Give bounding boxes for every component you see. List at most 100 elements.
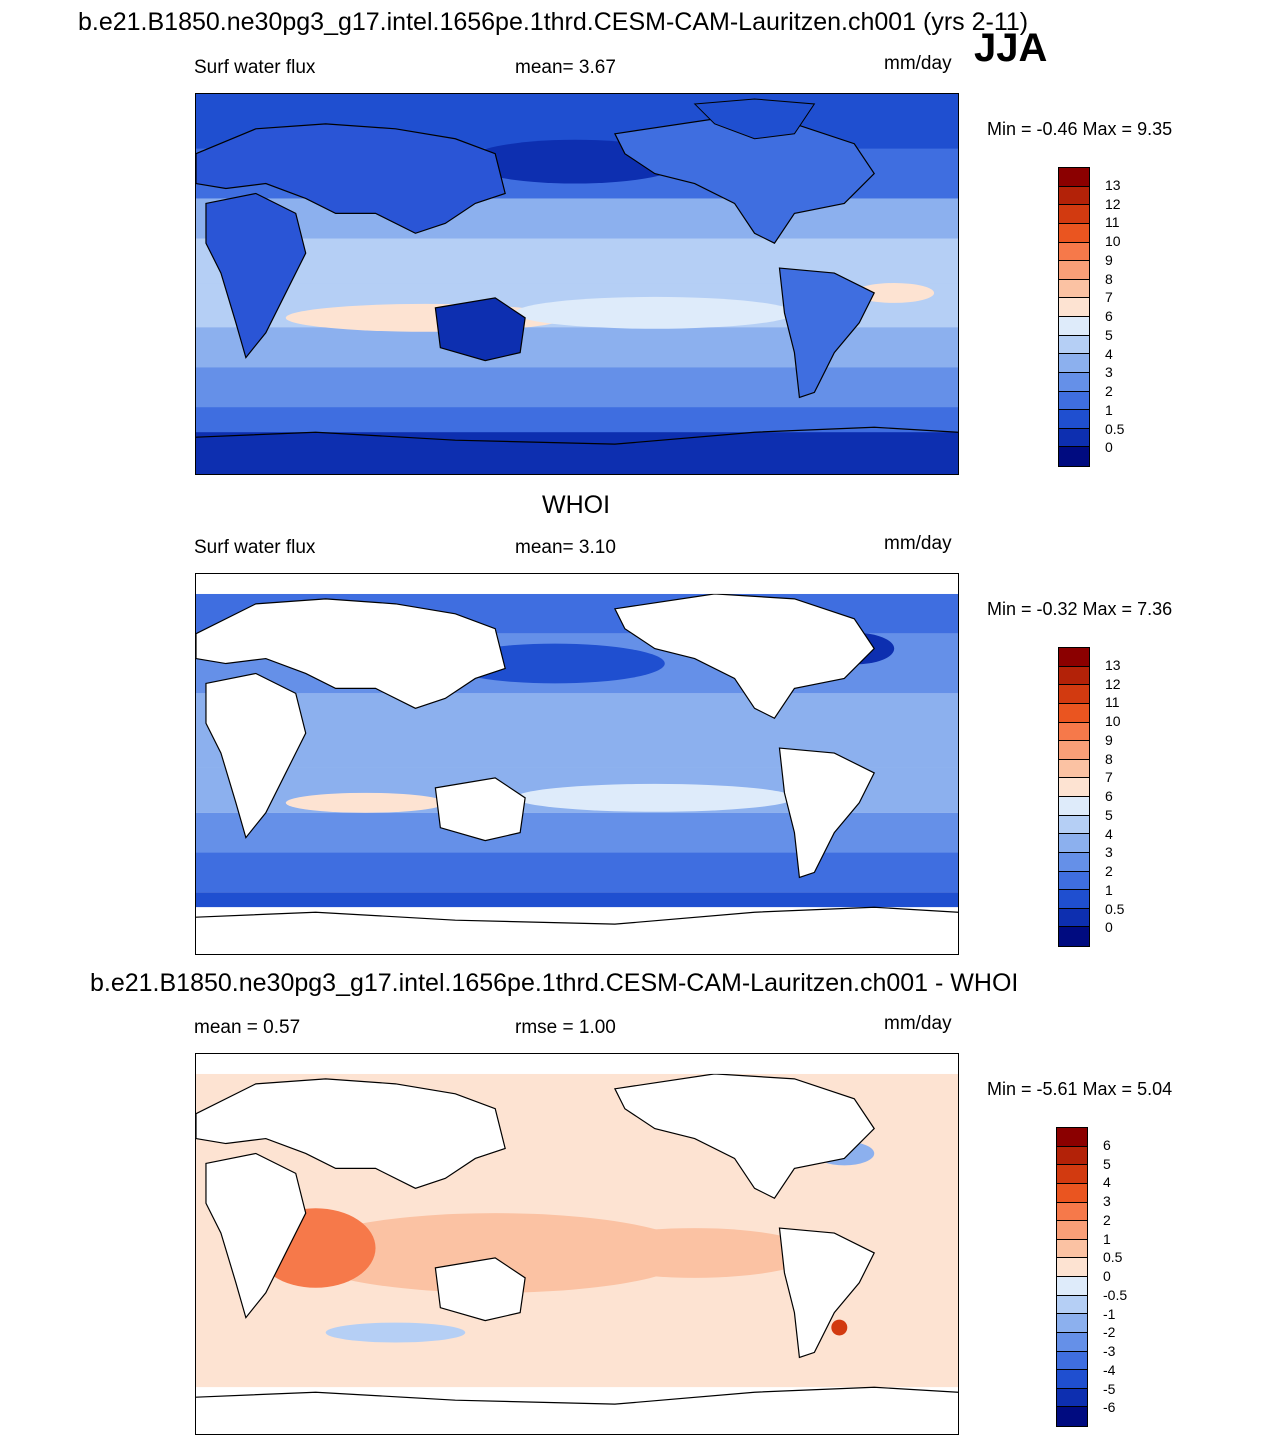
colorbar-box [1059, 279, 1089, 299]
panel2-map [195, 573, 959, 955]
colorbar-box [1059, 759, 1089, 779]
colorbar-tick-label: 0.5 [1105, 900, 1125, 917]
colorbar-box [1059, 261, 1089, 280]
colorbar-tick-label: 5 [1103, 1155, 1111, 1172]
colorbar-tick-label: -4 [1103, 1361, 1116, 1378]
panel3-map-svg [196, 1054, 958, 1434]
colorbar-tick-label: 0.5 [1103, 1249, 1123, 1266]
panel1-variable-label: Surf water flux [194, 57, 316, 78]
colorbar-box [1059, 908, 1089, 928]
panel2-mean-label: mean= 3.10 [515, 537, 616, 558]
colorbar-tick-label: 9 [1105, 251, 1113, 268]
colorbar-tick-label: -1 [1103, 1305, 1116, 1322]
colorbar-box [1057, 1146, 1087, 1166]
panel3-map [195, 1053, 959, 1435]
colorbar-box [1059, 428, 1089, 448]
colorbar-tick-label: 2 [1105, 863, 1113, 879]
colorbar-tick-label: 12 [1105, 675, 1121, 692]
colorbar-box [1057, 1407, 1087, 1426]
colorbar-box [1057, 1128, 1087, 1147]
colorbar-tick-label: 6 [1105, 788, 1113, 804]
colorbar-box [1059, 666, 1089, 686]
panel1-units-label: mm/day [884, 53, 952, 74]
colorbar-tick-label: -6 [1103, 1399, 1116, 1416]
panel1-map-svg [196, 94, 958, 474]
colorbar-tick-label: 1 [1103, 1230, 1111, 1247]
colorbar-tick-label: 1 [1105, 881, 1113, 898]
colorbar-tick-label: 6 [1103, 1136, 1111, 1153]
colorbar-tick-label: 10 [1105, 233, 1121, 249]
colorbar-tick-label: -0.5 [1103, 1286, 1128, 1303]
colorbar-box [1059, 648, 1089, 667]
colorbar-tick-label: 3 [1103, 1193, 1111, 1209]
colorbar-tick-label: 2 [1105, 383, 1113, 399]
colorbar-box [1059, 871, 1089, 891]
colorbar-tick-label: 13 [1105, 176, 1121, 193]
colorbar-box [1059, 223, 1089, 243]
colorbar-box [1059, 685, 1089, 704]
colorbar-tick-label: 7 [1105, 769, 1113, 786]
panel2-title: WHOI [542, 491, 611, 519]
colorbar-box [1057, 1165, 1087, 1184]
colorbar-tick-label: 2 [1103, 1211, 1111, 1228]
colorbar-tick-label: 0 [1105, 439, 1113, 456]
colorbar-tick-label: 11 [1105, 694, 1120, 711]
colorbar-tick-label: 0.5 [1105, 420, 1125, 437]
panel3-rmse-label: rmse = 1.00 [515, 1017, 616, 1038]
panel2-map-svg [196, 574, 958, 954]
colorbar-box [1059, 890, 1089, 909]
colorbar-tick-label: 5 [1105, 326, 1113, 343]
colorbar-tick-label: 9 [1105, 731, 1113, 748]
colorbar-box [1059, 834, 1089, 853]
colorbar-tick-label: 4 [1105, 825, 1113, 842]
colorbar-box [1059, 205, 1089, 224]
panel3-minmax-label: Min = -5.61 Max = 5.04 [987, 1079, 1173, 1099]
panel2-minmax-label: Min = -0.32 Max = 7.36 [987, 599, 1173, 619]
panel1-colorbar-labels: 13 12 11 10 9 8 7 6 5 4 3 2 1 0.5 0 [1105, 167, 1145, 467]
colorbar-tick-label: -2 [1103, 1324, 1116, 1341]
colorbar-box [1057, 1332, 1087, 1352]
panel3-colorbar [1056, 1127, 1088, 1427]
colorbar-box [1059, 354, 1089, 373]
colorbar-box [1059, 797, 1089, 816]
colorbar-box [1059, 447, 1089, 466]
panel3-title: b.e21.B1850.ne30pg3_g17.intel.1656pe.1th… [90, 969, 1019, 997]
colorbar-tick-label: 7 [1105, 289, 1113, 306]
colorbar-box [1059, 391, 1089, 411]
colorbar-box [1059, 317, 1089, 336]
panel1-minmax-label: Min = -0.46 Max = 9.35 [987, 119, 1173, 139]
colorbar-box [1059, 927, 1089, 946]
colorbar-box [1057, 1221, 1087, 1240]
panel3-colorbar-labels: 6 5 4 3 2 1 0.5 0 -0.5 -1 -2 -3 -4 -5 -6 [1103, 1127, 1143, 1427]
colorbar-box [1057, 1277, 1087, 1296]
colorbar-box [1057, 1314, 1087, 1333]
colorbar-box [1059, 815, 1089, 835]
colorbar-box [1057, 1183, 1087, 1203]
colorbar-box [1059, 186, 1089, 206]
colorbar-box [1059, 335, 1089, 355]
colorbar-tick-label: 4 [1103, 1174, 1111, 1191]
colorbar-tick-label: 8 [1105, 750, 1113, 767]
panel2-units-label: mm/day [884, 533, 952, 554]
panel3-mean-label: mean = 0.57 [194, 1017, 301, 1038]
colorbar-tick-label: 0 [1103, 1268, 1111, 1284]
colorbar-box [1057, 1351, 1087, 1371]
colorbar-box [1057, 1295, 1087, 1315]
colorbar-tick-label: 0 [1105, 919, 1113, 936]
colorbar-box [1057, 1258, 1087, 1277]
colorbar-tick-label: 11 [1105, 214, 1120, 231]
colorbar-box [1059, 372, 1089, 392]
colorbar-tick-label: 6 [1105, 308, 1113, 324]
colorbar-box [1059, 703, 1089, 723]
colorbar-tick-label: -5 [1103, 1380, 1116, 1397]
colorbar-tick-label: 4 [1105, 345, 1113, 362]
season-label: JJA [974, 26, 1048, 70]
figure-title: b.e21.B1850.ne30pg3_g17.intel.1656pe.1th… [78, 8, 1029, 36]
colorbar-box [1057, 1202, 1087, 1222]
colorbar-box [1059, 298, 1089, 317]
panel2-colorbar [1058, 647, 1090, 947]
colorbar-tick-label: -3 [1103, 1343, 1116, 1359]
panel3-units-label: mm/day [884, 1013, 952, 1034]
colorbar-tick-label: 12 [1105, 195, 1121, 212]
colorbar-box [1057, 1239, 1087, 1259]
